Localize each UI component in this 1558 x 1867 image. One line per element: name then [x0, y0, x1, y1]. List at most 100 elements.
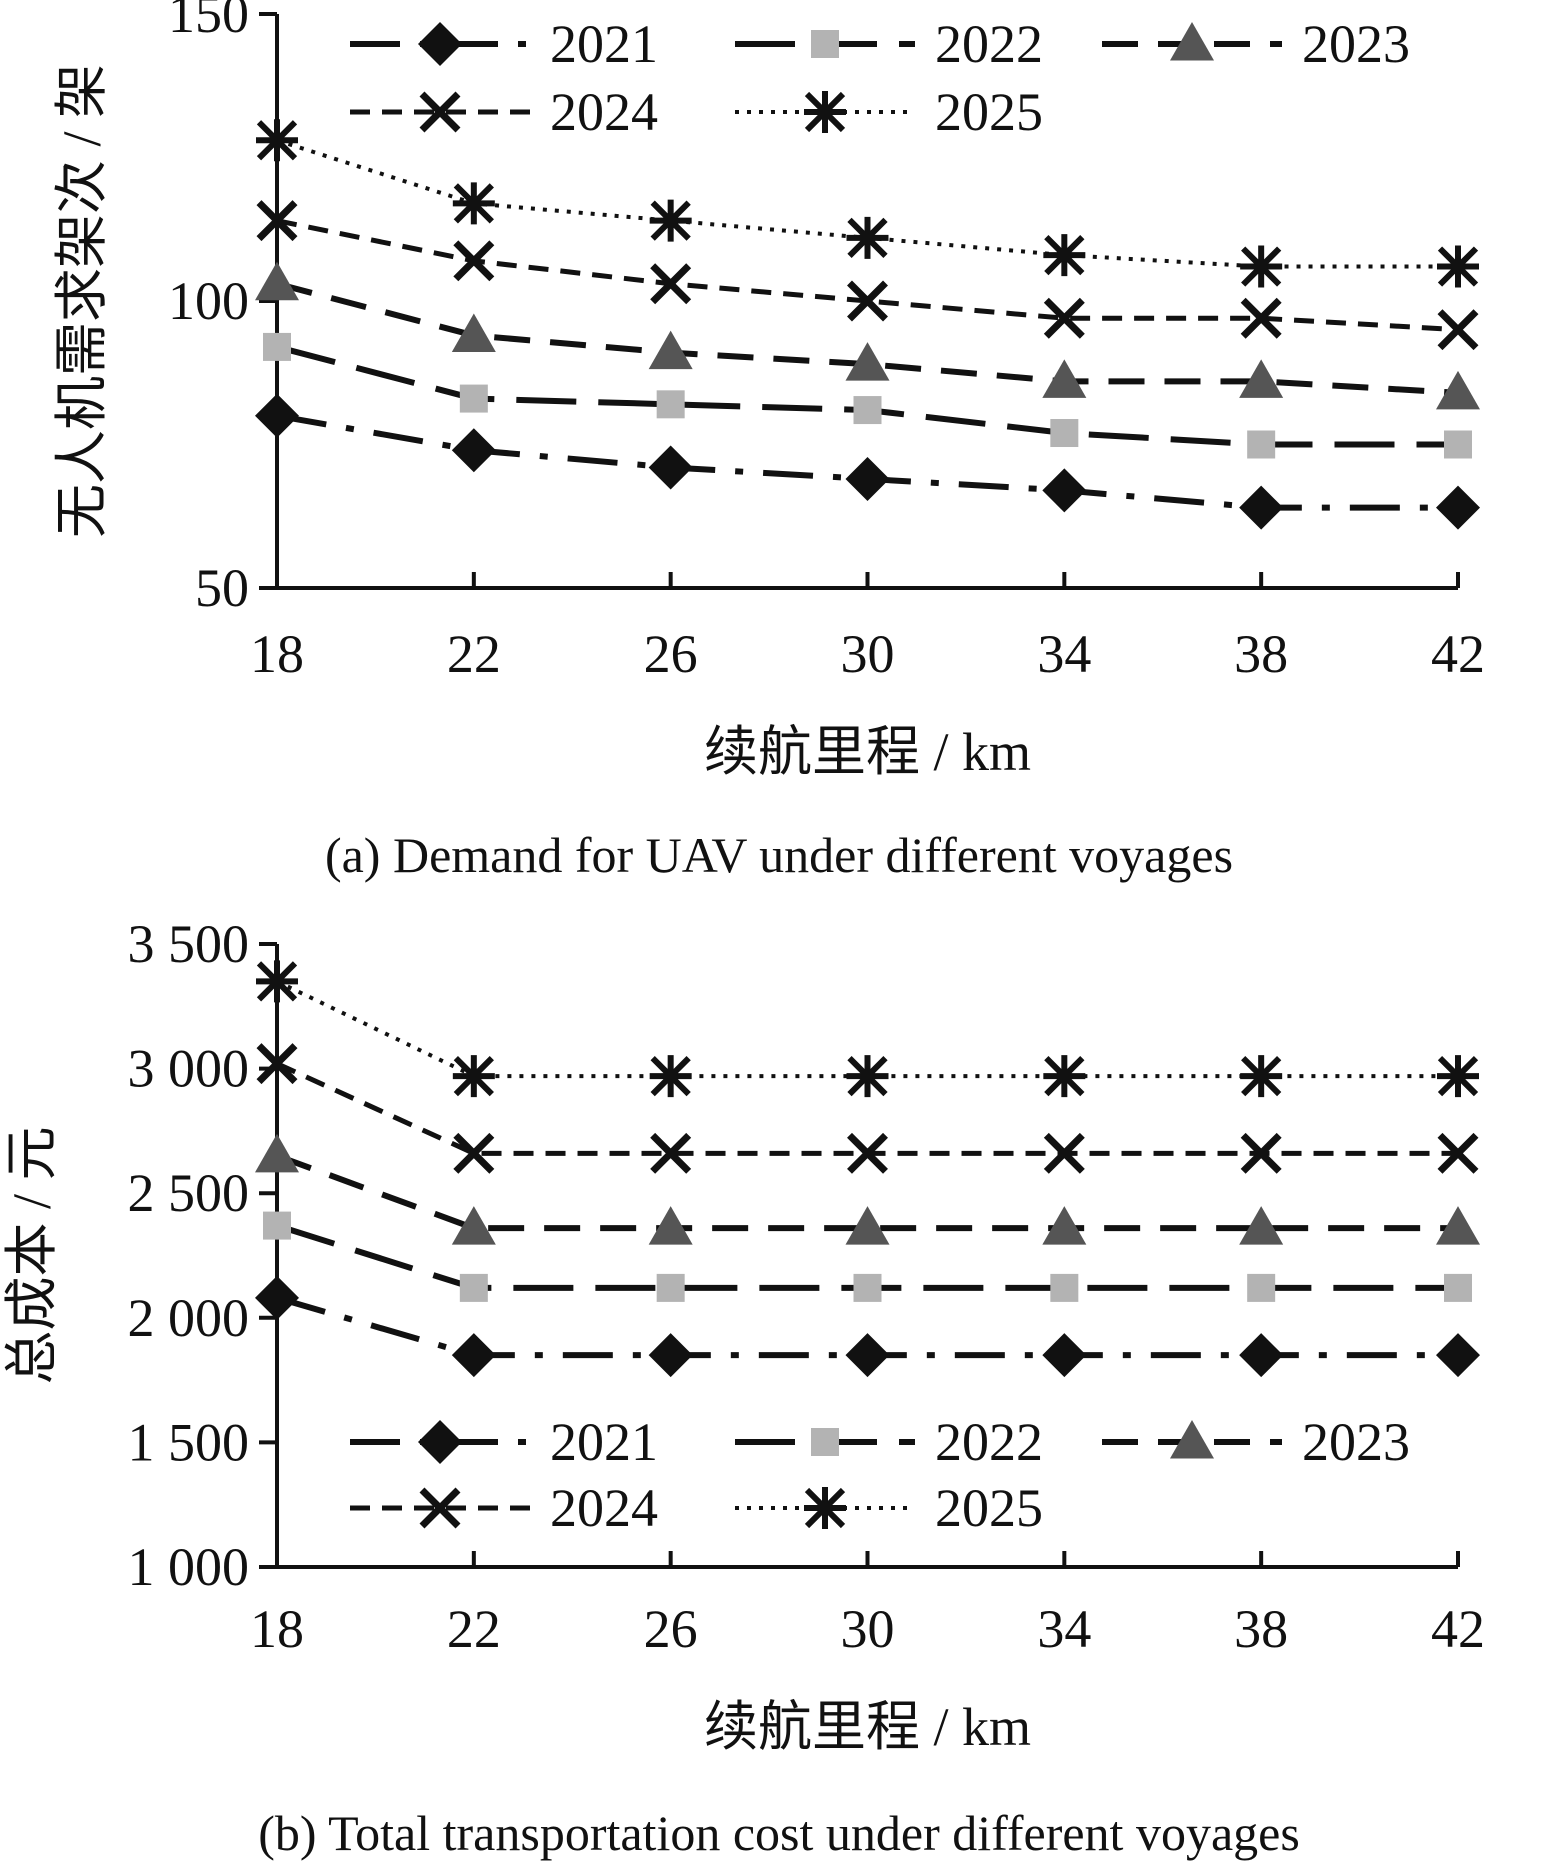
- legend-item: 2022: [735, 1412, 1043, 1472]
- y-axis-title: 总成本 / 元: [2, 1126, 62, 1384]
- data-point: [453, 1132, 495, 1174]
- legend-item: 2023: [1102, 14, 1410, 74]
- x-axis-title: 续航里程 / km: [704, 722, 1031, 782]
- data-point: [1444, 1273, 1472, 1302]
- x-tick-label: 42: [1431, 1599, 1485, 1659]
- data-point: [1436, 1206, 1480, 1245]
- legend-marker: [418, 1420, 462, 1464]
- data-point: [1043, 1132, 1085, 1174]
- data-point: [255, 393, 299, 438]
- legend-marker: [1170, 22, 1214, 61]
- data-point: [263, 332, 291, 361]
- x-tick-label: 42: [1431, 624, 1485, 684]
- data-point: [1239, 485, 1284, 530]
- data-point: [256, 119, 298, 162]
- y-tick-label: 50: [195, 558, 249, 618]
- series-2025: [256, 119, 1479, 288]
- legend-label: 2024: [550, 82, 658, 142]
- data-point: [1239, 1206, 1284, 1245]
- data-point: [1437, 309, 1479, 351]
- data-point: [649, 1055, 692, 1098]
- data-point: [1043, 1055, 1086, 1098]
- data-point: [1437, 245, 1479, 288]
- legend-label: 2022: [935, 1412, 1043, 1472]
- legend-label: 2022: [935, 14, 1043, 74]
- legend-marker: [811, 30, 839, 58]
- data-point: [847, 280, 888, 322]
- y-tick-label: 3 500: [128, 914, 250, 974]
- legend-marker: [804, 1487, 846, 1529]
- panel-b-cost-chart: 1 000 1 500 2 000 2 500 3 000 3 500 18 22 26 30 34…: [2, 914, 1485, 1861]
- data-point: [1240, 297, 1282, 339]
- data-point: [656, 390, 685, 419]
- legend: 2021 2022 2023 2024 2025: [350, 1412, 1410, 1538]
- legend-item: 2021: [350, 1412, 658, 1472]
- series-2024: [256, 1043, 1479, 1174]
- data-point: [1042, 1206, 1087, 1245]
- series-2024: [256, 200, 1479, 351]
- series-2023: [255, 1133, 1480, 1245]
- data-point: [648, 1333, 693, 1378]
- data-point: [1043, 297, 1085, 339]
- y-tick-label: 2 000: [128, 1288, 250, 1348]
- data-point: [1436, 485, 1480, 530]
- data-point: [656, 1273, 685, 1302]
- x-tick-label: 22: [447, 624, 501, 684]
- data-point: [1043, 234, 1086, 277]
- data-point: [648, 1206, 693, 1245]
- legend: 2021 2022 2023 2024 2025: [350, 14, 1410, 142]
- series-2023: [255, 261, 1480, 410]
- data-point: [1042, 359, 1087, 398]
- data-point: [648, 445, 693, 490]
- data-point: [1436, 370, 1480, 410]
- legend-marker: [1170, 1420, 1214, 1459]
- legend-marker: [418, 22, 462, 66]
- legend-marker: [419, 1487, 461, 1529]
- data-point: [845, 1206, 890, 1245]
- data-point: [1050, 419, 1079, 448]
- data-point: [255, 1133, 299, 1173]
- data-point: [846, 216, 889, 259]
- legend-label: 2023: [1302, 14, 1410, 74]
- data-point: [1239, 359, 1284, 398]
- legend-label: 2021: [550, 1412, 658, 1472]
- legend-marker: [804, 91, 846, 133]
- data-point: [845, 456, 890, 501]
- x-tick-label: 30: [841, 624, 895, 684]
- data-point: [1042, 468, 1087, 513]
- data-point: [649, 199, 692, 242]
- series-2022: [263, 1211, 1472, 1302]
- y-axis-title: 无人机需求架次 / 架: [52, 64, 112, 538]
- data-point: [853, 396, 882, 425]
- data-point: [451, 428, 496, 473]
- y-tick-label: 100: [168, 271, 249, 331]
- data-point: [1240, 1055, 1283, 1098]
- legend-item: 2021: [350, 14, 658, 74]
- legend-label: 2021: [550, 14, 658, 74]
- y-tick-label: 3 000: [128, 1039, 250, 1099]
- data-point: [255, 261, 299, 301]
- data-point: [853, 1273, 882, 1302]
- legend-item: 2024: [350, 82, 658, 142]
- data-point: [451, 1333, 496, 1378]
- x-tick-label: 38: [1234, 624, 1288, 684]
- series-2021: [255, 393, 1480, 530]
- data-point: [459, 384, 488, 413]
- legend-label: 2023: [1302, 1412, 1410, 1472]
- data-point: [1239, 1333, 1284, 1378]
- legend-marker: [811, 1428, 839, 1456]
- x-tick-label: 18: [250, 624, 304, 684]
- series-2022: [263, 332, 1472, 459]
- x-tick-label: 22: [447, 1599, 501, 1659]
- data-point: [1240, 245, 1283, 288]
- legend-label: 2024: [550, 1478, 658, 1538]
- data-point: [1437, 1132, 1479, 1174]
- legend-item: 2024: [350, 1478, 658, 1538]
- x-tick-label: 30: [841, 1599, 895, 1659]
- x-tick-label: 26: [644, 624, 698, 684]
- data-point: [256, 960, 298, 1003]
- legend-item: 2023: [1102, 1412, 1410, 1472]
- panel-a-demand-chart: 50 100 150 18 22 26 30 34 38 42 续航里程 / km 无人机需求架次 /…: [52, 0, 1485, 883]
- y-tick-label: 150: [168, 0, 249, 44]
